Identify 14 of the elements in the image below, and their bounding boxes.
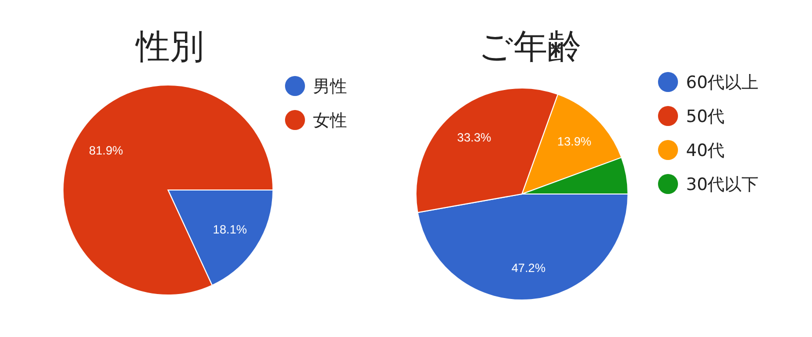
- legend-label: 男性: [313, 77, 347, 97]
- data-label: 33.3%: [457, 130, 492, 144]
- chart-title: ご年齢: [478, 27, 582, 67]
- legend-label: 60代以上: [686, 73, 759, 93]
- legend-label: 女性: [313, 111, 347, 131]
- pie-slice: [62, 84, 274, 296]
- data-label: 47.2%: [512, 260, 546, 275]
- data-label: 13.9%: [557, 134, 592, 148]
- chart-title: 性別: [135, 27, 204, 67]
- legend-label: 40代: [686, 141, 725, 161]
- legend-label: 50代: [686, 107, 725, 127]
- data-label: 18.1%: [212, 222, 248, 237]
- data-label: 81.9%: [89, 143, 124, 158]
- legend-label: 30代以下: [686, 175, 759, 195]
